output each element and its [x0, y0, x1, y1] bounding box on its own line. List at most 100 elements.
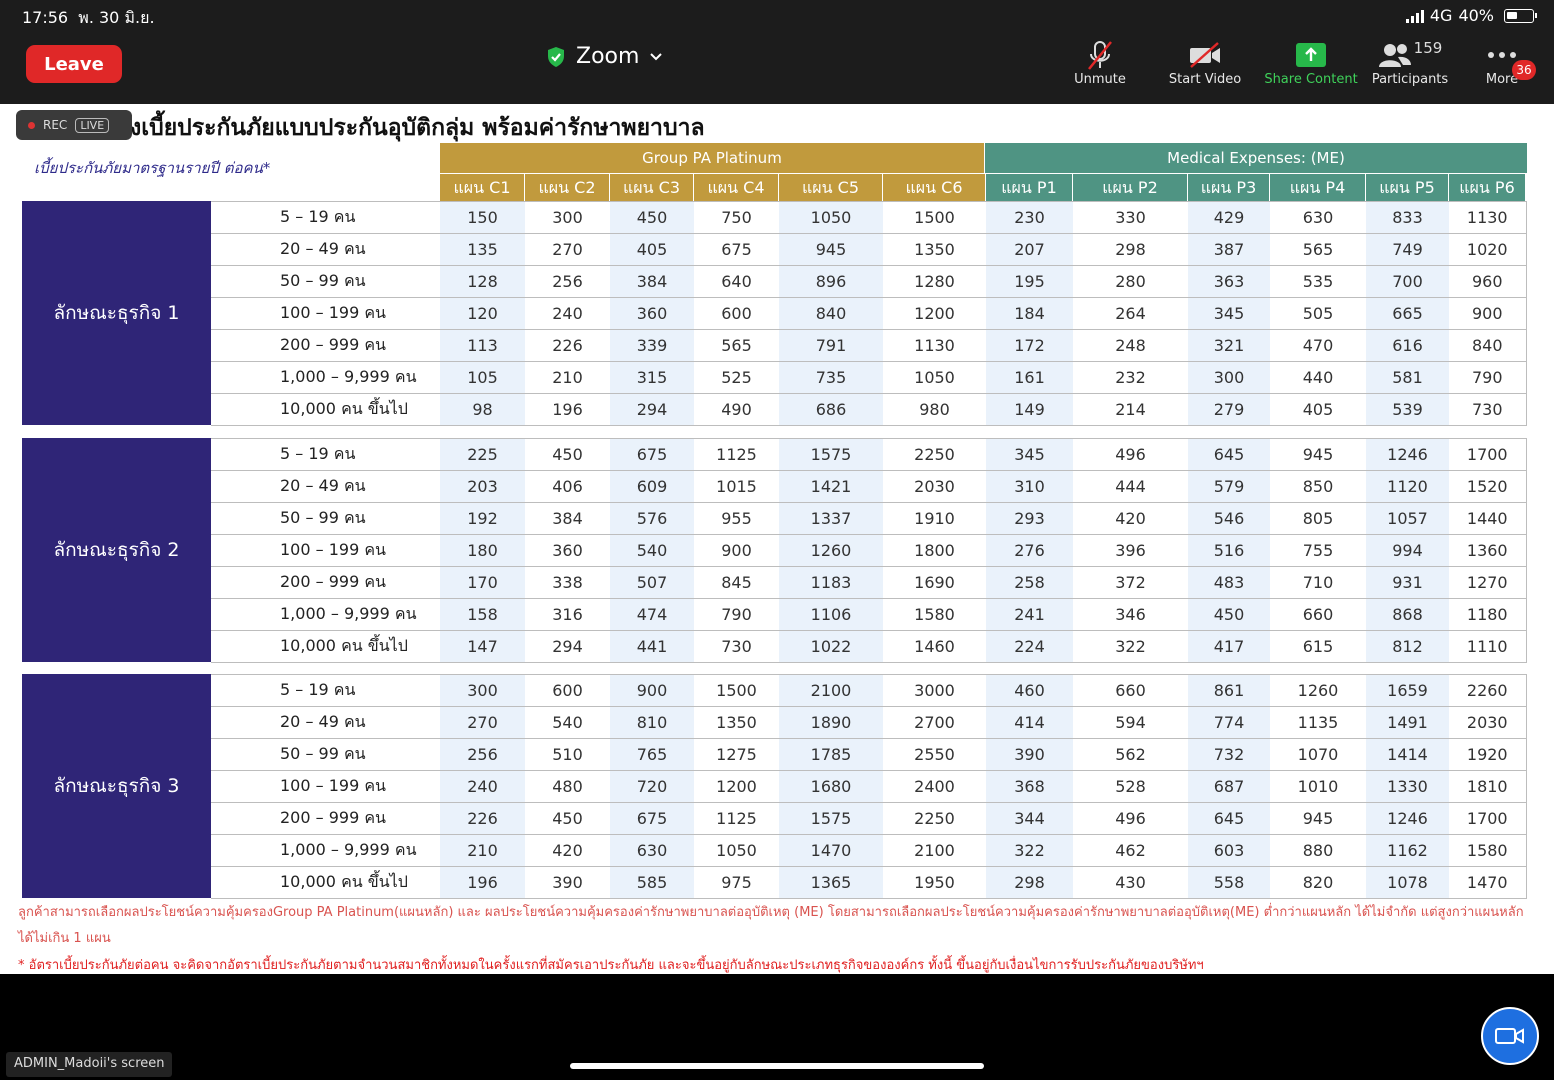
participants-count: 159 [1413, 39, 1443, 57]
premium-cell: 645 [1188, 438, 1270, 471]
premium-cell: 1500 [883, 201, 986, 234]
premium-cell: 525 [694, 361, 779, 394]
plan-header: แผน C2 [525, 174, 609, 202]
premium-cell: 450 [525, 802, 610, 835]
premium-cell: 276 [986, 534, 1073, 567]
premium-cell: 955 [694, 502, 779, 535]
premium-cell: 444 [1073, 470, 1188, 503]
more-button[interactable]: More [1474, 38, 1530, 87]
premium-cell: 600 [694, 297, 779, 330]
group-size-cell: 100 – 199 คน [211, 770, 440, 803]
premium-cell: 1890 [779, 706, 883, 739]
home-indicator[interactable] [570, 1063, 984, 1069]
signal-icon [1405, 9, 1424, 23]
shared-screen: REC LIVE งเบี้ยประกันภัยแบบประกันอุบัติก… [0, 104, 1554, 974]
premium-cell: 1365 [779, 866, 883, 899]
premium-cell: 322 [1073, 630, 1188, 663]
premium-cell: 2250 [883, 438, 986, 471]
premium-cell: 258 [986, 566, 1073, 599]
camera-float-button[interactable] [1481, 1007, 1539, 1065]
premium-cell: 214 [1073, 393, 1188, 426]
recording-dot-icon [28, 121, 35, 129]
premium-cell: 1022 [779, 630, 883, 663]
premium-cell: 406 [525, 470, 610, 503]
business-type-label: ลักษณะธุรกิจ 3 [22, 674, 211, 898]
premium-cell: 810 [610, 706, 694, 739]
video-camera-off-icon [1190, 42, 1220, 68]
group-size-cell: 20 – 49 คน [211, 233, 440, 266]
participants-label: Participants [1371, 72, 1449, 87]
premium-cell: 1050 [694, 834, 779, 867]
premium-cell: 360 [610, 297, 694, 330]
premium-cell: 1078 [1366, 866, 1449, 899]
table-row: 20 – 49 คน 135 270 405 675 945 1350 207 298 387 56… [211, 233, 1527, 266]
premium-cell: 390 [986, 738, 1073, 771]
group-size-cell: 20 – 49 คน [211, 470, 440, 503]
meeting-title[interactable]: Zoom [546, 44, 663, 69]
premium-cell: 405 [610, 233, 694, 266]
premium-cell: 1050 [779, 201, 883, 234]
premium-cell: 135 [440, 233, 525, 266]
premium-cell: 1470 [779, 834, 883, 867]
recording-indicator[interactable]: REC LIVE [16, 110, 132, 140]
group-size-cell: 10,000 คน ขึ้นไป [211, 630, 440, 663]
premium-cell: 868 [1366, 598, 1449, 631]
premium-cell: 720 [610, 770, 694, 803]
premium-cell: 615 [1270, 630, 1366, 663]
more-dots-icon [1488, 52, 1516, 58]
unmute-button[interactable]: Unmute [1070, 38, 1130, 87]
premium-cell: 735 [779, 361, 883, 394]
participants-button[interactable]: 159 Participants [1366, 38, 1454, 87]
premium-cell: 414 [986, 706, 1073, 739]
group-size-cell: 5 – 19 คน [211, 674, 440, 707]
group-size-cell: 20 – 49 คน [211, 706, 440, 739]
group-size-cell: 200 – 999 คน [211, 329, 440, 362]
share-content-button[interactable]: Share Content [1260, 38, 1362, 87]
premium-cell: 462 [1073, 834, 1188, 867]
premium-cell: 765 [610, 738, 694, 771]
premium-cell: 546 [1188, 502, 1270, 535]
premium-cell: 294 [610, 393, 694, 426]
premium-cell: 565 [694, 329, 779, 362]
group-size-cell: 100 – 199 คน [211, 297, 440, 330]
premium-cell: 1330 [1366, 770, 1449, 803]
premium-cell: 1130 [1449, 201, 1527, 234]
premium-cell: 147 [440, 630, 525, 663]
premium-cell: 1491 [1366, 706, 1449, 739]
premium-cell: 900 [610, 674, 694, 707]
start-video-button[interactable]: Start Video [1164, 38, 1246, 87]
premium-cell: 298 [986, 866, 1073, 899]
table-row: 10,000 คน ขึ้นไป 147 294 441 730 1022 1460 224 3… [211, 630, 1527, 663]
premium-cell: 322 [986, 834, 1073, 867]
plan-header: แผน C5 [779, 174, 882, 202]
premium-cell: 516 [1188, 534, 1270, 567]
premium-cell: 630 [1270, 201, 1366, 234]
premium-cell: 440 [1270, 361, 1366, 394]
premium-cell: 2030 [1449, 706, 1527, 739]
premium-cell: 645 [1188, 802, 1270, 835]
premium-cell: 240 [525, 297, 610, 330]
premium-cell: 850 [1270, 470, 1366, 503]
app-title: Zoom [576, 44, 640, 69]
premium-cell: 1110 [1449, 630, 1527, 663]
premium-cell: 1337 [779, 502, 883, 535]
premium-cell: 528 [1073, 770, 1188, 803]
premium-cell: 1800 [883, 534, 986, 567]
premium-cell: 675 [694, 233, 779, 266]
premium-cell: 1470 [1449, 866, 1527, 899]
premium-cell: 2030 [883, 470, 986, 503]
premium-cell: 880 [1270, 834, 1366, 867]
table-row: 1,000 – 9,999 คน 210 420 630 1050 1470 2100 322… [211, 834, 1527, 867]
status-bar: 17:56 พ. 30 มิ.ย. 4G 40% [0, 0, 1554, 30]
table-row: 200 – 999 คน 113 226 339 565 791 1130 172 248 321… [211, 329, 1527, 362]
table-row: 50 – 99 คน 128 256 384 640 896 1280 195 280 363 53… [211, 265, 1527, 298]
premium-cell: 581 [1366, 361, 1449, 394]
premium-cell: 2550 [883, 738, 986, 771]
premium-cell: 316 [525, 598, 610, 631]
premium-cell: 710 [1270, 566, 1366, 599]
table-row: 5 – 19 คน 300 600 900 1500 2100 3000 460 660 861 1… [211, 674, 1527, 707]
premium-cell: 207 [986, 233, 1073, 266]
leave-button[interactable]: Leave [26, 45, 122, 83]
premium-cell: 310 [986, 470, 1073, 503]
